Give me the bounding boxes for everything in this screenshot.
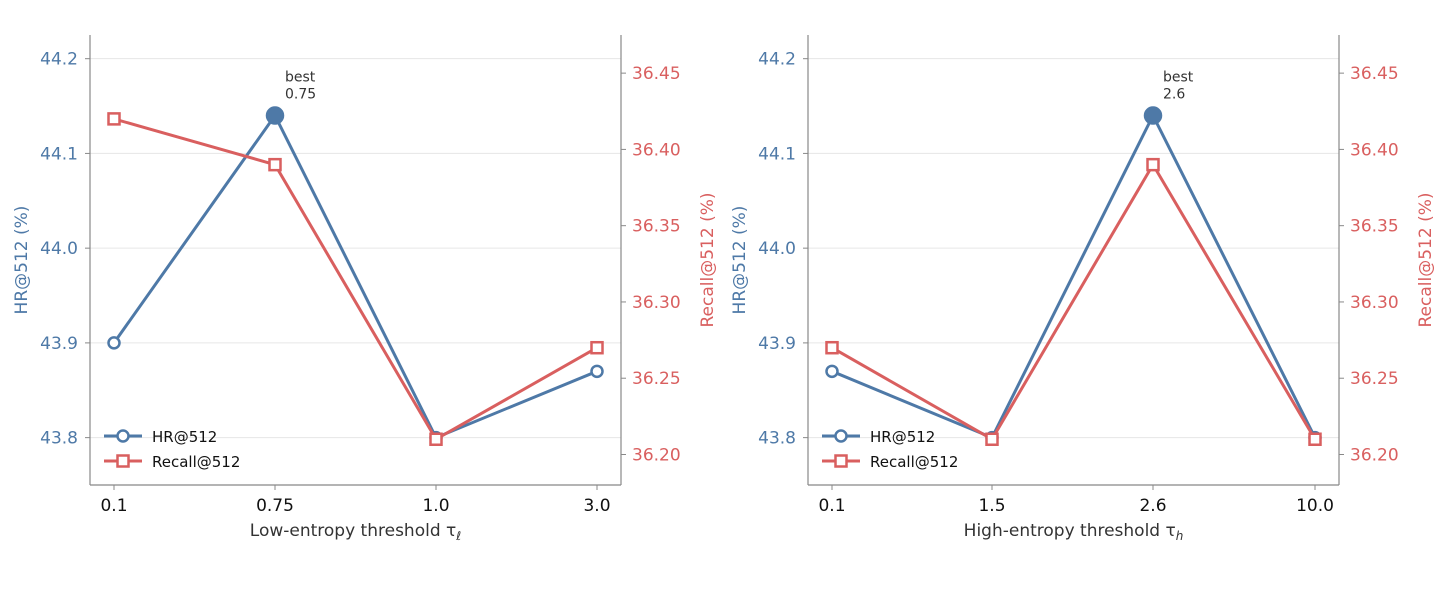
right-tick-label: 36.25 <box>1350 369 1399 389</box>
left-tick-label: 43.9 <box>758 334 796 354</box>
left-axis-label: HR@512 (%) <box>730 206 750 315</box>
chart-panel-1: 43.8 43.9 44.0 44.1 44.2 36.20 36.25 36.30 36.35… <box>12 35 718 543</box>
x-tick-label: 0.1 <box>818 496 845 516</box>
x-tick-label: 10.0 <box>1296 496 1334 516</box>
hr-point <box>107 336 121 350</box>
legend-marker-circle <box>116 429 130 443</box>
left-axis-label: HR@512 (%) <box>12 206 32 315</box>
left-tick-label: 43.9 <box>40 334 78 354</box>
x-axis-label: High-entropy threshold τh <box>964 521 1184 543</box>
x-tick-label: 2.6 <box>1139 496 1166 516</box>
best-point <box>265 106 285 125</box>
chart-panel-2: 43.8 43.9 44.0 44.1 44.2 36.20 36.25 36.30 36.35… <box>730 35 1436 543</box>
hr-point <box>590 364 604 379</box>
legend-marker-square <box>834 454 848 468</box>
right-tick-label: 36.40 <box>632 140 681 160</box>
x-axis-label-subscript: h <box>1176 529 1184 543</box>
best-annotation-label: best <box>1163 70 1194 86</box>
left-tick-label: 43.8 <box>40 429 78 449</box>
legend-label: Recall@512 <box>870 453 958 471</box>
best-annotation-value: 0.75 <box>285 87 316 103</box>
left-tick-label: 44.2 <box>40 50 78 70</box>
right-tick-label: 36.35 <box>1350 217 1399 237</box>
right-axis-label: Recall@512 (%) <box>1416 193 1436 328</box>
x-tick-label: 3.0 <box>583 496 610 516</box>
right-tick-label: 36.20 <box>632 445 681 465</box>
recall-point <box>985 432 999 446</box>
right-tick-label: 36.45 <box>1350 64 1399 84</box>
series-line-hr-512 <box>831 114 1317 440</box>
recall-point <box>1146 157 1160 172</box>
best-annotation-label: best <box>285 70 316 86</box>
right-tick-label: 36.25 <box>632 369 681 389</box>
legend-marker-square <box>116 454 130 468</box>
right-tick-label: 36.35 <box>632 217 681 237</box>
series-line-recall-512 <box>113 117 598 441</box>
recall-point <box>429 432 443 446</box>
left-tick-label: 44.0 <box>758 239 796 259</box>
hr-point <box>825 364 839 379</box>
right-axis-label: Recall@512 (%) <box>698 193 718 328</box>
x-tick-label: 1.0 <box>422 496 449 516</box>
right-tick-label: 36.20 <box>1350 445 1399 465</box>
left-tick-label: 44.2 <box>758 50 796 70</box>
left-tick-label: 44.1 <box>758 144 796 164</box>
best-annotation-value: 2.6 <box>1163 87 1185 103</box>
left-tick-label: 44.0 <box>40 239 78 259</box>
x-axis-label-subscript: ℓ <box>455 529 461 543</box>
series-line-recall-512 <box>831 163 1317 441</box>
best-point <box>1143 106 1163 125</box>
recall-point <box>1308 432 1322 446</box>
left-tick-label: 43.8 <box>758 429 796 449</box>
x-axis-label-text: High-entropy threshold τ <box>964 521 1176 541</box>
x-axis-label-text: Low-entropy threshold τ <box>250 521 456 541</box>
right-tick-label: 36.45 <box>632 64 681 84</box>
legend-label: HR@512 <box>152 428 217 446</box>
legend: HR@512 Recall@512 <box>104 428 240 471</box>
left-tick-label: 44.1 <box>40 144 78 164</box>
recall-point <box>107 112 121 126</box>
legend: HR@512 Recall@512 <box>822 428 958 471</box>
legend-label: HR@512 <box>870 428 935 446</box>
x-axis-label: Low-entropy threshold τℓ <box>250 521 461 543</box>
recall-point <box>268 157 282 172</box>
series-line-hr-512 <box>112 114 598 440</box>
x-tick-label: 0.1 <box>100 496 127 516</box>
x-tick-label: 0.75 <box>256 496 294 516</box>
right-tick-label: 36.40 <box>1350 140 1399 160</box>
right-tick-label: 36.30 <box>1350 293 1399 313</box>
legend-label: Recall@512 <box>152 453 240 471</box>
recall-point <box>590 340 604 355</box>
recall-point <box>825 340 839 355</box>
legend-marker-circle <box>834 429 848 443</box>
right-tick-label: 36.30 <box>632 293 681 313</box>
x-tick-label: 1.5 <box>978 496 1005 516</box>
